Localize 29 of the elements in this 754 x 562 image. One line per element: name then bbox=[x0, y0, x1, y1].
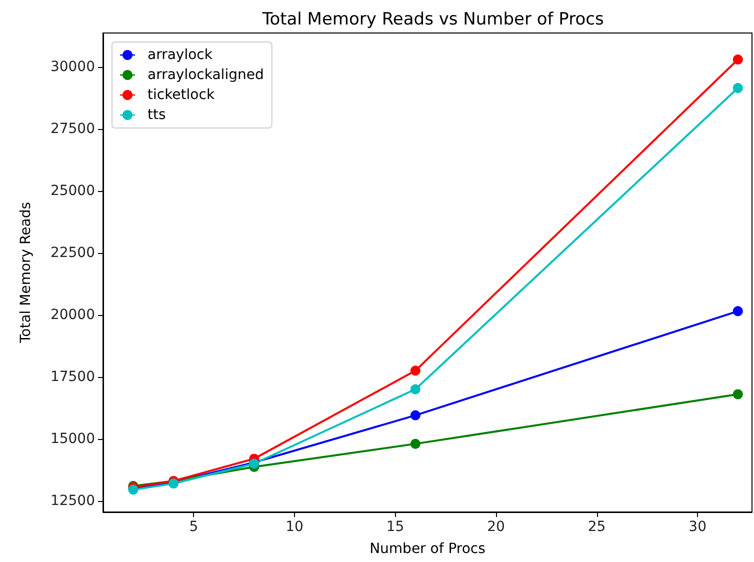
y-tick-label: 17500 bbox=[50, 368, 95, 385]
point bbox=[732, 83, 743, 94]
y-tick-label: 30000 bbox=[50, 58, 95, 75]
x-tick-label: 25 bbox=[588, 519, 606, 535]
y-tick-label: 22500 bbox=[50, 244, 95, 261]
point bbox=[732, 54, 743, 65]
y-tick-label: 15000 bbox=[50, 430, 95, 447]
point bbox=[410, 438, 420, 449]
y-tick-label: 12500 bbox=[50, 492, 95, 509]
x-tick-label: 10 bbox=[286, 519, 304, 535]
chart-title: Total Memory Reads vs Number of Procs bbox=[261, 10, 604, 30]
point bbox=[410, 384, 420, 394]
x-axis-title: Number of Procs bbox=[370, 541, 486, 557]
x-tick-label: 30 bbox=[688, 519, 706, 535]
y-tick-label: 20000 bbox=[50, 306, 95, 323]
point bbox=[732, 389, 743, 400]
x-tick-label: 5 bbox=[189, 519, 198, 535]
point bbox=[410, 366, 420, 376]
y-tick-label: 25000 bbox=[50, 182, 95, 199]
x-tick-label: 20 bbox=[487, 519, 505, 535]
legend-label: tts bbox=[148, 107, 166, 123]
point bbox=[410, 410, 420, 420]
legend-label: arraylockaligned bbox=[148, 67, 264, 83]
point bbox=[732, 306, 743, 316]
y-tick-label: 27500 bbox=[50, 120, 95, 137]
y-axis-title: Total Memory Reads bbox=[18, 202, 34, 344]
legend-label: arraylock bbox=[148, 47, 214, 63]
x-tick-label: 15 bbox=[386, 519, 404, 535]
legend-label: ticketlock bbox=[148, 87, 216, 103]
